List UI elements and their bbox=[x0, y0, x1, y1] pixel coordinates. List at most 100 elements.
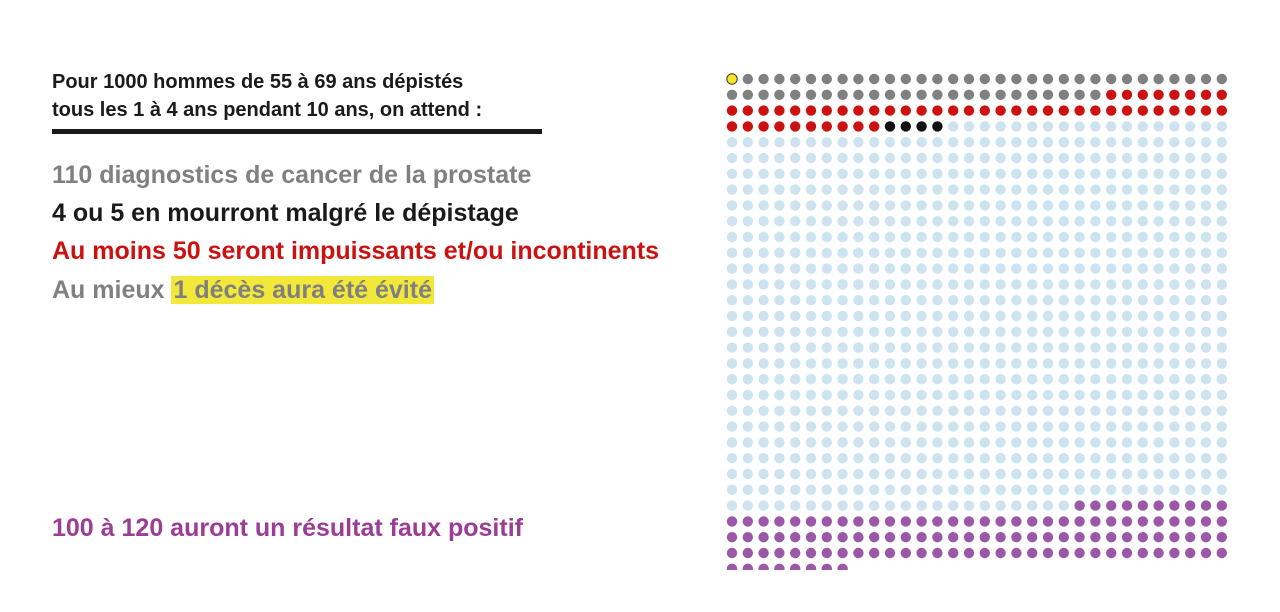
dot-unaffected bbox=[758, 484, 769, 495]
dot-unaffected bbox=[1058, 152, 1069, 164]
dot-unaffected bbox=[1074, 326, 1085, 337]
dot-unaffected bbox=[837, 437, 848, 448]
dot-unaffected bbox=[884, 405, 896, 416]
dot-unaffected bbox=[948, 216, 959, 227]
dot-impotent bbox=[790, 105, 801, 116]
dot-diagnosed bbox=[821, 73, 832, 85]
stat-diagnoses: 110 diagnostics de cancer de la prostate bbox=[52, 161, 532, 189]
dot-unaffected bbox=[869, 374, 880, 385]
dot-impotent bbox=[1153, 89, 1164, 100]
dot-unaffected bbox=[1121, 168, 1133, 179]
dot-unaffected bbox=[790, 310, 801, 322]
dot-unaffected bbox=[1121, 389, 1133, 401]
dot-unaffected bbox=[900, 358, 911, 369]
dot-unaffected bbox=[1121, 200, 1133, 211]
dot-unaffected bbox=[884, 310, 896, 322]
dot-unaffected bbox=[1216, 263, 1227, 274]
dot-unaffected bbox=[869, 200, 880, 211]
dot-unaffected bbox=[853, 152, 864, 164]
dot-unaffected bbox=[1042, 231, 1054, 243]
dot-unaffected bbox=[884, 437, 896, 448]
dot-unaffected bbox=[1153, 279, 1164, 290]
dot-unaffected bbox=[979, 263, 990, 274]
dot-unaffected bbox=[995, 421, 1006, 432]
dot-diagnosed bbox=[821, 89, 832, 100]
dot-unaffected bbox=[1058, 374, 1069, 385]
dot-impotent bbox=[1090, 105, 1101, 116]
dot-unaffected bbox=[948, 121, 959, 132]
dot-unaffected bbox=[1121, 263, 1133, 274]
dot-unaffected bbox=[774, 453, 785, 464]
dot-false-positive bbox=[900, 547, 911, 559]
dot-diagnosed bbox=[853, 73, 864, 85]
dot-unaffected bbox=[1011, 184, 1022, 195]
dot-unaffected bbox=[853, 216, 864, 227]
dot-unaffected bbox=[1058, 389, 1069, 401]
dot-unaffected bbox=[1011, 279, 1022, 290]
dot-unaffected bbox=[1090, 326, 1101, 337]
dot-unaffected bbox=[774, 389, 785, 401]
dot-unaffected bbox=[1027, 484, 1038, 495]
dot-unaffected bbox=[1011, 342, 1022, 353]
dot-unaffected bbox=[1074, 453, 1085, 464]
dot-unaffected bbox=[853, 279, 864, 290]
dot-unaffected bbox=[758, 200, 769, 211]
dot-false-positive bbox=[837, 532, 848, 543]
dot-unaffected bbox=[948, 231, 959, 243]
dot-unaffected bbox=[1153, 216, 1164, 227]
dot-unaffected bbox=[1090, 468, 1101, 480]
dot-unaffected bbox=[1169, 484, 1180, 495]
dot-unaffected bbox=[995, 184, 1006, 195]
dot-unaffected bbox=[726, 137, 738, 148]
dot-unaffected bbox=[805, 247, 817, 258]
dot-unaffected bbox=[932, 168, 943, 179]
dot-unaffected bbox=[742, 231, 753, 243]
dot-unaffected bbox=[1121, 437, 1133, 448]
dot-unaffected bbox=[1058, 137, 1069, 148]
dot-unaffected bbox=[1200, 484, 1212, 495]
dot-impotent bbox=[963, 105, 975, 116]
dot-unaffected bbox=[932, 342, 943, 353]
dot-unaffected bbox=[1106, 326, 1117, 337]
dot-diagnosed bbox=[1011, 89, 1022, 100]
dot-unaffected bbox=[1121, 216, 1133, 227]
dot-unaffected bbox=[1074, 468, 1085, 480]
dot-false-positive bbox=[869, 547, 880, 559]
dot-unaffected bbox=[853, 168, 864, 179]
dot-unaffected bbox=[979, 500, 990, 511]
dot-unaffected bbox=[853, 468, 864, 480]
dot-unaffected bbox=[821, 152, 832, 164]
dot-unaffected bbox=[1169, 310, 1180, 322]
dot-unaffected bbox=[963, 500, 975, 511]
dot-unaffected bbox=[805, 374, 817, 385]
dot-false-positive bbox=[1169, 500, 1180, 511]
dot-unaffected bbox=[758, 137, 769, 148]
dot-unaffected bbox=[1042, 279, 1054, 290]
dot-false-positive bbox=[726, 563, 738, 570]
dot-diagnosed bbox=[932, 73, 943, 85]
dot-unaffected bbox=[853, 389, 864, 401]
dot-unaffected bbox=[1042, 152, 1054, 164]
dot-unaffected bbox=[995, 121, 1006, 132]
dot-unaffected bbox=[1106, 405, 1117, 416]
dot-impotent bbox=[1011, 105, 1022, 116]
dot-unaffected bbox=[1074, 216, 1085, 227]
dot-unaffected bbox=[1074, 295, 1085, 306]
dot-unaffected bbox=[979, 295, 990, 306]
dot-unaffected bbox=[1121, 247, 1133, 258]
dot-unaffected bbox=[821, 168, 832, 179]
dot-unaffected bbox=[995, 358, 1006, 369]
dot-unaffected bbox=[1153, 137, 1164, 148]
dot-unaffected bbox=[995, 484, 1006, 495]
dot-false-positive bbox=[1074, 500, 1085, 511]
dot-unaffected bbox=[805, 421, 817, 432]
dot-unaffected bbox=[979, 247, 990, 258]
dot-false-positive bbox=[742, 563, 753, 570]
dot-unaffected bbox=[821, 389, 832, 401]
dot-unaffected bbox=[884, 168, 896, 179]
dot-unaffected bbox=[1090, 484, 1101, 495]
dot-unaffected bbox=[774, 310, 785, 322]
dot-unaffected bbox=[774, 295, 785, 306]
dot-false-positive bbox=[1121, 500, 1133, 511]
dot-unaffected bbox=[1200, 279, 1212, 290]
